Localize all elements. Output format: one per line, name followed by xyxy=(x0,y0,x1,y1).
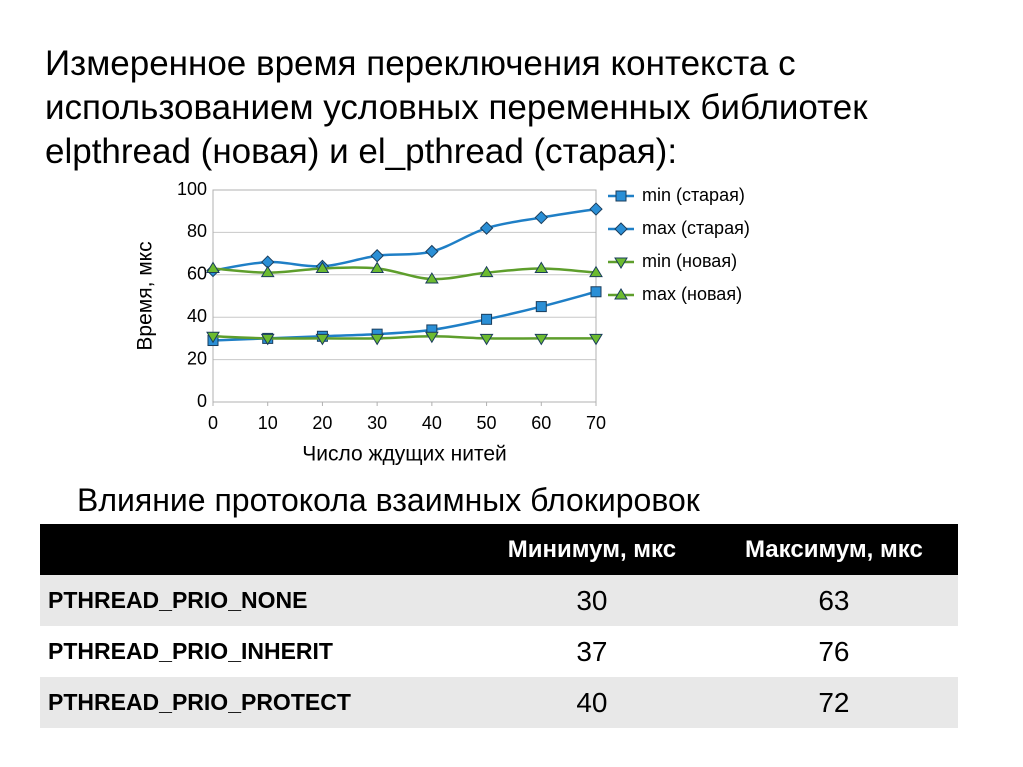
marker xyxy=(534,210,548,225)
marker xyxy=(479,265,494,278)
cell: 63 xyxy=(709,575,958,626)
marker xyxy=(615,190,627,202)
y-tick-label: 40 xyxy=(187,306,207,326)
y-tick-label: 0 xyxy=(197,391,207,411)
plot-border xyxy=(212,189,597,403)
cell: 30 xyxy=(474,575,710,626)
cell: 40 xyxy=(474,677,710,728)
y-axis-label: Время, мкс xyxy=(134,241,157,350)
marker xyxy=(370,333,385,346)
marker xyxy=(534,333,549,346)
header-cell xyxy=(40,524,474,575)
legend-label: max (старая) xyxy=(642,218,750,238)
marker xyxy=(425,244,439,259)
marker xyxy=(589,265,603,278)
x-tick-label: 20 xyxy=(312,413,332,433)
marker xyxy=(535,301,547,313)
x-tick-label: 0 xyxy=(208,413,218,433)
row-label: PTHREAD_PRIO_NONE xyxy=(40,575,474,626)
table: Минимум, мкс Максимум, мкс PTHREAD_PRIO_… xyxy=(40,524,958,728)
cell: 37 xyxy=(576,635,608,667)
header-cell: Максимум, мкс xyxy=(709,524,958,575)
legend-label: min (новая) xyxy=(642,251,737,271)
legend-label: max (новая) xyxy=(642,284,742,304)
marker xyxy=(534,261,549,273)
x-tick-label: 70 xyxy=(586,413,606,433)
marker xyxy=(424,331,439,344)
header-cell: Минимум, мкс xyxy=(474,524,710,575)
x-axis-label: Число ждущих нитей xyxy=(302,443,507,466)
marker xyxy=(370,261,385,273)
cell: 76 xyxy=(818,635,850,667)
x-tick-label: 10 xyxy=(258,413,278,433)
slide-title: Измеренное время переключения контекста … xyxy=(45,44,868,171)
marker xyxy=(479,333,494,346)
cell: 72 xyxy=(709,677,958,728)
marker xyxy=(614,257,628,269)
x-tick-label: 50 xyxy=(477,413,497,433)
y-tick-label: 80 xyxy=(187,221,207,241)
series-line xyxy=(212,266,597,281)
marker xyxy=(590,286,602,298)
y-tick-label: 100 xyxy=(177,179,207,199)
marker xyxy=(315,261,330,273)
marker xyxy=(424,272,439,284)
x-tick-label: 40 xyxy=(422,413,442,433)
marker xyxy=(260,265,275,278)
legend-label: min (старая) xyxy=(642,185,745,205)
marker xyxy=(589,202,603,216)
y-tick-label: 60 xyxy=(187,264,207,284)
marker xyxy=(614,288,628,300)
y-tick-label: 20 xyxy=(187,348,207,368)
marker xyxy=(206,331,220,344)
marker xyxy=(479,221,494,235)
marker xyxy=(260,333,275,346)
table-row: PTHREAD_PRIO_NONE 30 63 xyxy=(40,575,958,626)
x-tick-label: 60 xyxy=(531,413,551,433)
series-line xyxy=(212,335,596,340)
table-row: PTHREAD_PRIO_PROTECT 40 72 xyxy=(40,677,958,728)
row-label: PTHREAD_PRIO_INHERIT xyxy=(48,638,333,664)
marker xyxy=(206,261,220,273)
x-tick-label: 30 xyxy=(367,413,387,433)
table-row: PTHREAD_PRIO_INHERIT 37 76 xyxy=(40,626,958,677)
marker xyxy=(614,222,628,236)
header-row: Минимум, мкс Максимум, мкс xyxy=(40,524,958,575)
row-label: PTHREAD_PRIO_PROTECT xyxy=(40,677,474,728)
marker xyxy=(370,249,384,263)
table-title: Влияние протокола взаимных блокировок xyxy=(77,482,700,518)
marker xyxy=(481,313,493,325)
marker xyxy=(589,333,603,346)
marker xyxy=(315,333,330,346)
